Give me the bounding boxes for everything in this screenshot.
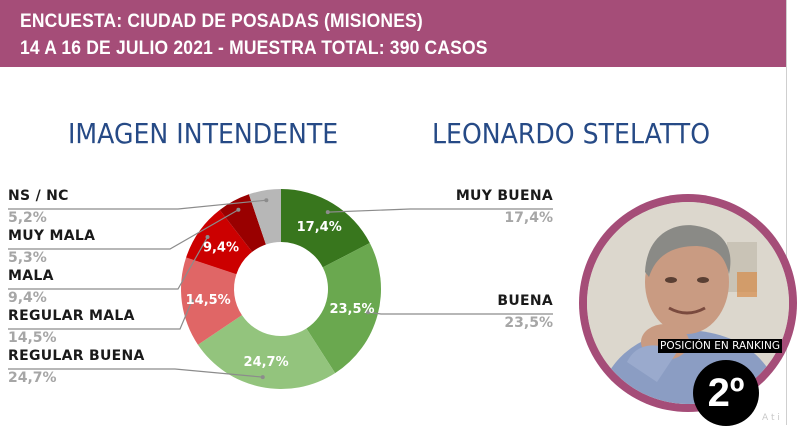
leader-dot-muy-buena (325, 210, 330, 215)
leader-line-buena (367, 311, 553, 315)
data-label-regular-mala: 14,5% (186, 293, 231, 308)
chart-title-part-2: LEONARDO STELATTO (432, 117, 711, 150)
legend-label-mala: MALA (8, 268, 54, 284)
data-label-mala: 9,4% (203, 241, 239, 256)
ranking-label: POSICIÓN EN RANKING (658, 339, 782, 353)
legend-label-muy-buena: MUY BUENA (455, 188, 553, 204)
donut-slice-muy-buena (281, 189, 370, 268)
donut-slice-buena (306, 243, 381, 374)
candidate-photo-ring (579, 194, 797, 412)
ranking-position-badge: 2º (693, 360, 759, 426)
leader-dot-regular-mala (189, 299, 194, 304)
legend-value-muy-mala: 5,3% (8, 250, 47, 266)
leader-line-mala (8, 236, 209, 290)
leader-dot-mala (205, 235, 210, 240)
donut-slice-mala (186, 209, 253, 275)
leader-dot-regular-buena (260, 375, 265, 380)
survey-sample-info: 14 A 16 DE JULIO 2021 - MUESTRA TOTAL: 3… (20, 38, 488, 59)
candidate-photo (587, 202, 789, 404)
watermark-text: A t i (762, 413, 780, 423)
candidate-portrait-icon (587, 202, 789, 404)
survey-title: ENCUESTA: CIUDAD DE POSADAS (MISIONES) (20, 11, 423, 32)
leader-line-muy-mala (8, 209, 239, 250)
donut-slice-regular-mala (180, 257, 242, 345)
leader-line-ns-nc (8, 199, 267, 210)
legend-value-buena: 23,5% (504, 315, 553, 331)
legend-label-ns-nc: NS / NC (8, 188, 69, 204)
leader-line-regular-buena (8, 368, 263, 378)
legend-value-ns-nc: 5,2% (8, 210, 47, 226)
legend-value-regular-mala: 14,5% (8, 330, 57, 346)
right-border (786, 0, 787, 425)
legend-label-buena: BUENA (497, 293, 553, 309)
chart-title-part-1: IMAGEN INTENDENTE (68, 117, 339, 150)
data-label-regular-buena: 24,7% (244, 355, 289, 370)
legend-value-regular-buena: 24,7% (8, 370, 57, 386)
leader-line-regular-mala (8, 300, 193, 330)
data-label-muy-buena: 17,4% (297, 220, 342, 235)
legend-value-muy-buena: 17,4% (504, 210, 553, 226)
legend-label-regular-mala: REGULAR MALA (8, 308, 135, 324)
survey-header: ENCUESTA: CIUDAD DE POSADAS (MISIONES) 1… (0, 0, 786, 67)
legend-label-muy-mala: MUY MALA (8, 228, 96, 244)
donut-slice-ns-nc (248, 189, 281, 245)
donut-slice-regular-buena (197, 315, 336, 389)
data-label-buena: 23,5% (329, 302, 374, 317)
leader-line-muy-buena (327, 208, 553, 213)
legend-value-mala: 9,4% (8, 290, 47, 306)
leader-dot-buena (365, 310, 370, 315)
legend-label-regular-buena: REGULAR BUENA (8, 348, 145, 364)
leader-dot-muy-mala (236, 207, 241, 212)
donut-slice-muy-mala (219, 194, 266, 252)
leader-dot-ns-nc (264, 198, 269, 203)
